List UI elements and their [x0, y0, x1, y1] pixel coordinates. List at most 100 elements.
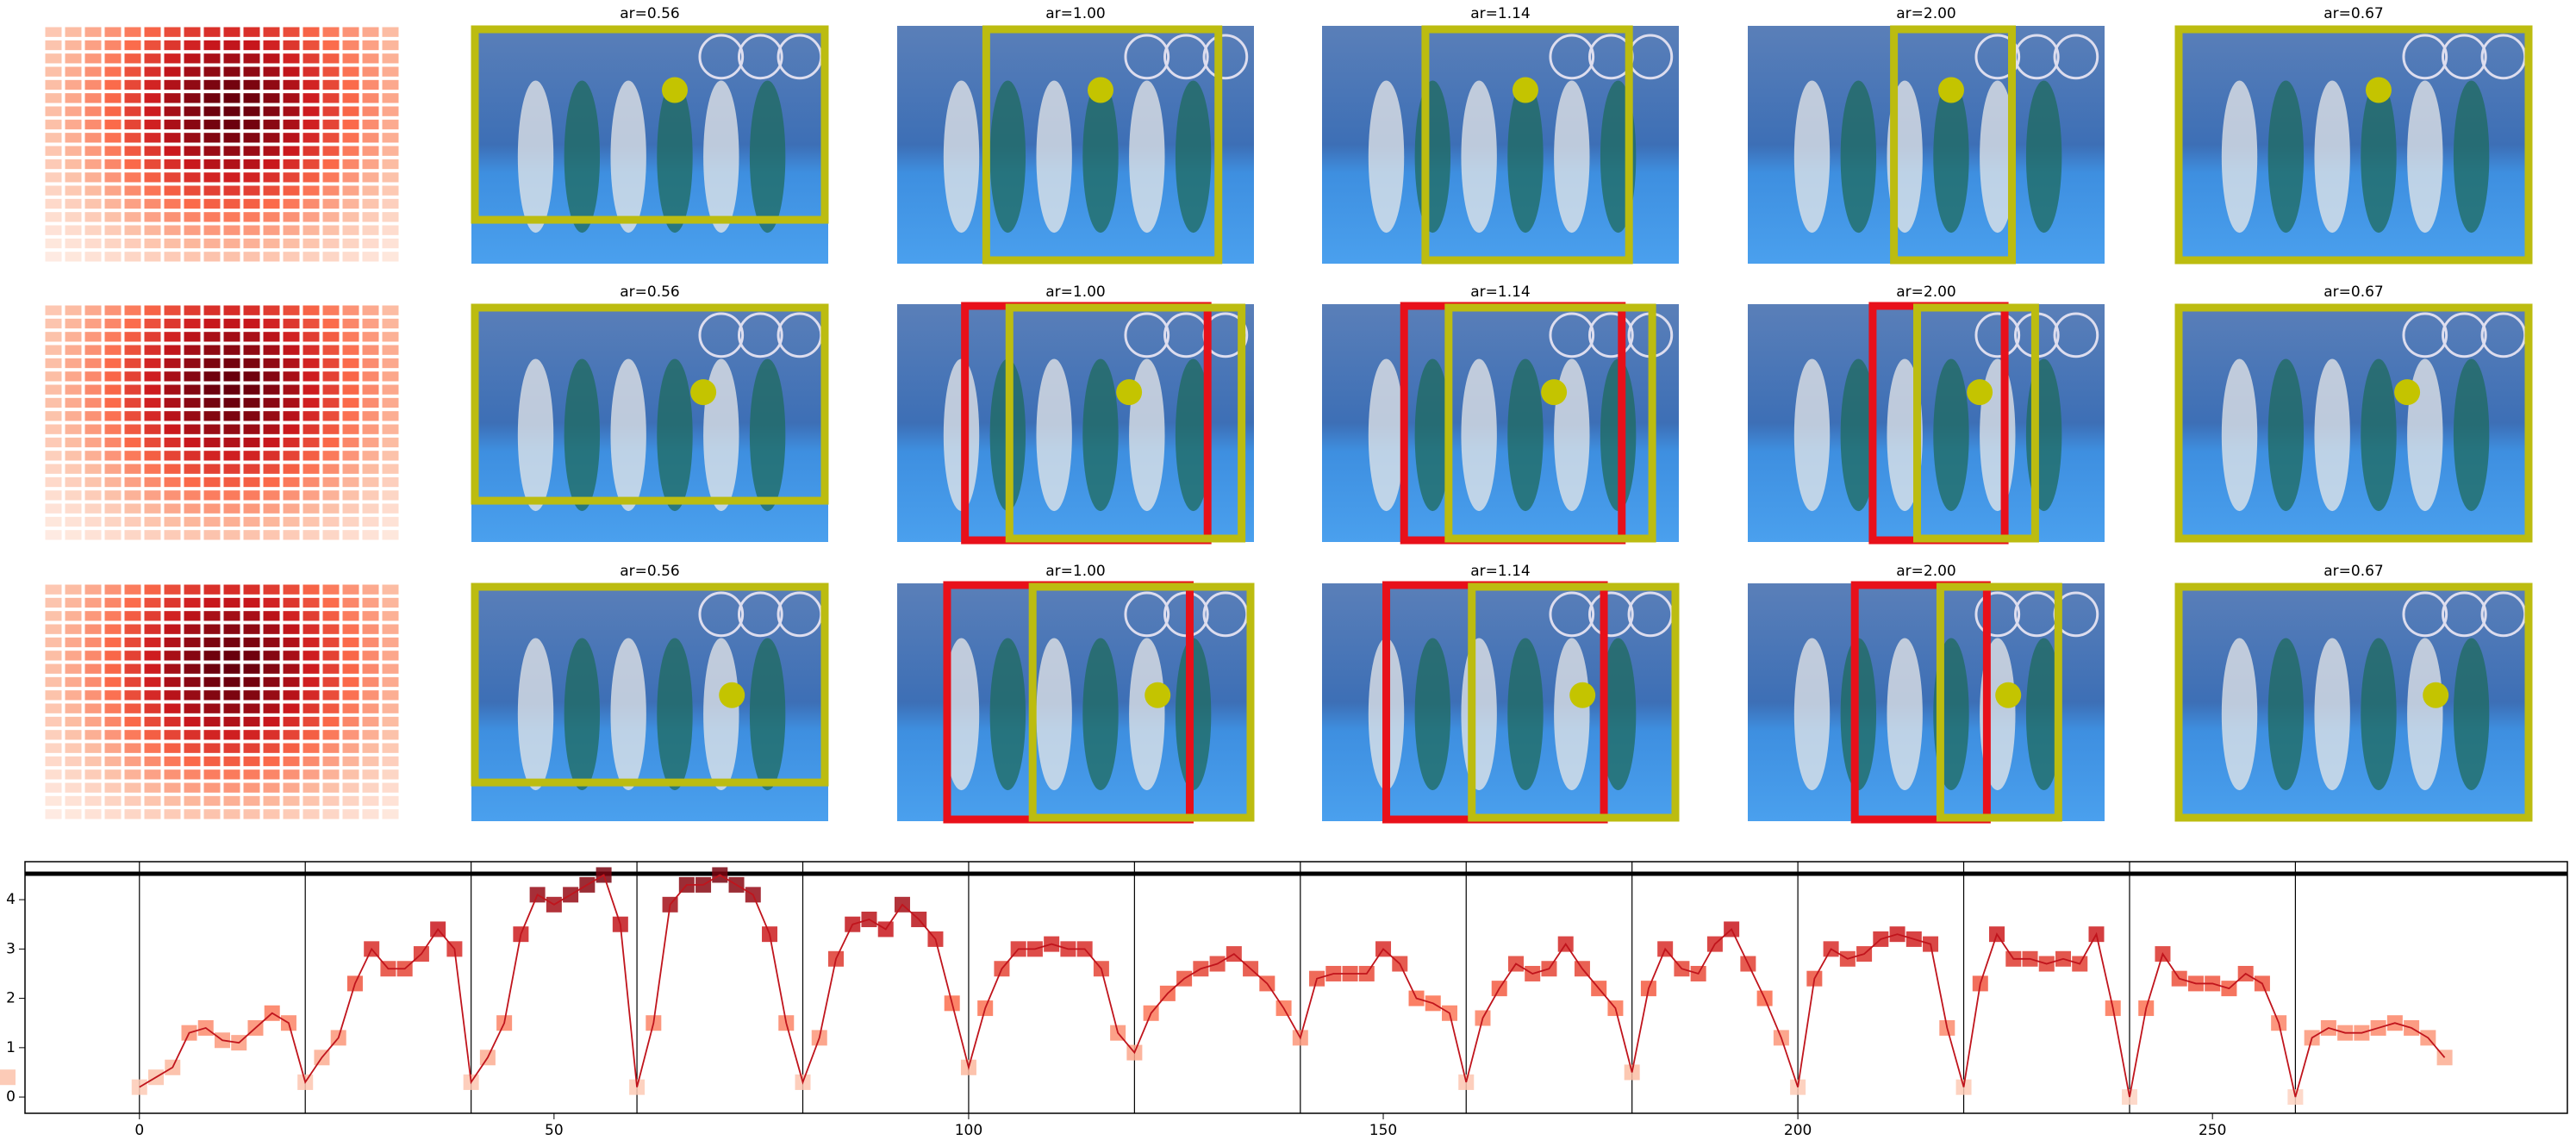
heatmap-cell	[124, 66, 141, 77]
heatmap-cell	[303, 411, 320, 421]
heatmap-cell	[84, 690, 102, 701]
heatmap-cell	[144, 371, 161, 382]
heatmap-cell	[65, 584, 82, 595]
heatmap-cell	[382, 663, 399, 674]
player	[2453, 638, 2490, 791]
heatmap-cell	[263, 185, 280, 196]
heatmap-cell	[362, 185, 379, 196]
heatmap-cell	[322, 743, 340, 753]
heatmap-cell	[223, 358, 240, 369]
heatmap-cell	[322, 384, 340, 395]
heatmap-cell	[382, 516, 399, 527]
heatmap-cell	[342, 411, 359, 421]
player	[1793, 80, 1831, 234]
heatmap-cell	[243, 252, 260, 262]
heatmap-cell	[362, 40, 379, 51]
heatmap-cell	[144, 66, 161, 77]
heatmap-cell	[184, 345, 201, 355]
heatmap-cell	[124, 809, 141, 819]
heatmap-cell	[362, 730, 379, 740]
heatmap-cell	[223, 424, 240, 434]
heatmap-cell	[104, 477, 122, 488]
heatmap-cell	[45, 756, 62, 767]
heatmap-cell	[342, 584, 359, 595]
heatmap-cell	[45, 809, 62, 819]
heatmap-cell	[263, 637, 280, 648]
player	[1840, 358, 1877, 512]
heatmap-cell	[303, 611, 320, 621]
ring	[738, 312, 783, 358]
heatmap-cell	[362, 503, 379, 514]
heatmap-cell	[322, 172, 340, 183]
heatmap-cell	[45, 490, 62, 501]
heatmap-cell	[243, 769, 260, 780]
heatmap-cell	[124, 584, 141, 595]
heatmap-cell	[104, 79, 122, 90]
heatmap-cell	[84, 106, 102, 116]
heatmap-cell	[45, 477, 62, 488]
heatmap-cell	[223, 397, 240, 408]
heatmap-cell	[144, 106, 161, 116]
heatmap-cell	[362, 159, 379, 170]
heatmap-cell	[104, 451, 122, 461]
heatmap-cell	[243, 530, 260, 540]
heatmap-cell	[223, 40, 240, 51]
heatmap-cell	[164, 676, 181, 688]
heatmap-cell	[322, 451, 340, 461]
heatmap-cell	[164, 584, 181, 595]
heatmap-cell	[283, 332, 300, 342]
heatmap-cell	[203, 27, 221, 37]
heatmap-cell	[203, 516, 221, 527]
heatmap-cell	[303, 106, 320, 116]
heatmap-cell	[303, 690, 320, 701]
heatmap-cell	[303, 185, 320, 196]
heatmap-cell	[382, 490, 399, 501]
heatmap-cell	[84, 358, 102, 369]
heatmap-cell	[303, 490, 320, 501]
heatmap-cell	[263, 212, 280, 222]
plot-frame	[24, 861, 2568, 1114]
heatmap-cell	[164, 384, 181, 395]
heatmap-cell	[203, 769, 221, 780]
heatmap-cell	[184, 490, 201, 501]
heatmap-cell	[362, 716, 379, 727]
heatmap-cell	[144, 159, 161, 170]
heatmap-cell	[104, 530, 122, 540]
heatmap-cell	[104, 371, 122, 382]
heatmap-cell	[144, 477, 161, 488]
heatmap-cell	[164, 185, 181, 196]
heatmap-cell	[283, 198, 300, 209]
heatmap-cell	[144, 172, 161, 183]
heatmap-cell	[45, 437, 62, 448]
heatmap-cell	[84, 198, 102, 209]
heatmap-cell	[342, 185, 359, 196]
heatmap-cell	[223, 384, 240, 395]
heatmap-cell	[322, 345, 340, 355]
heatmap-cell	[223, 133, 240, 143]
heatmap-cell	[84, 119, 102, 130]
heatmap-cell	[144, 305, 161, 315]
heatmap-cell	[104, 782, 122, 793]
heatmap-cell	[84, 756, 102, 767]
heatmap-cell	[322, 597, 340, 608]
heatmap-cell	[362, 703, 379, 713]
heatmap-cell	[84, 597, 102, 608]
panel-title: ar=1.00	[1045, 5, 1106, 22]
heatmap-cell	[342, 663, 359, 674]
heatmap-cell	[45, 53, 62, 64]
heatmap-cell	[84, 651, 102, 661]
heatmap-cell	[65, 690, 82, 701]
heatmap-cell	[104, 318, 122, 329]
heatmap-cell	[303, 79, 320, 90]
heatmap-cell	[322, 716, 340, 727]
heatmap-cell	[243, 782, 260, 793]
heatmap-cell	[243, 198, 260, 209]
player	[1840, 80, 1877, 234]
heatmap-cell	[203, 490, 221, 501]
heatmap-cell	[322, 159, 340, 170]
panel-title: ar=1.00	[1045, 283, 1106, 301]
player	[2025, 80, 2062, 234]
y-tick-label: 0	[6, 1088, 16, 1106]
heatmap-cell	[84, 477, 102, 488]
heatmap-cell	[124, 53, 141, 64]
